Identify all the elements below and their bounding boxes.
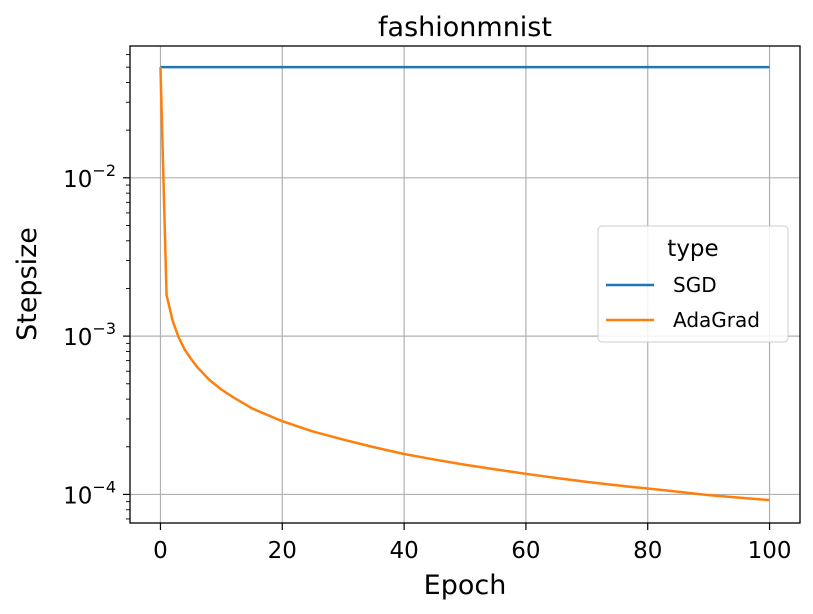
legend-box	[597, 225, 789, 343]
plot-frame	[129, 45, 801, 524]
x-tick-label: 80	[633, 538, 662, 564]
y-axis-label: Stepsize	[12, 227, 43, 341]
axis-labels: fashionmnist Epoch Stepsize	[12, 12, 552, 601]
x-tick-label: 40	[389, 538, 418, 564]
axis-ticks: 0 20 40 60 80 100 10−4 10−3 10−2	[63, 54, 792, 564]
legend: type SGD AdaGrad	[597, 225, 789, 343]
x-tick-label: 100	[748, 538, 792, 564]
x-tick-label: 60	[511, 538, 540, 564]
series-lines	[159, 65, 770, 502]
legend-label-adagrad: AdaGrad	[673, 308, 760, 332]
x-axis-label: Epoch	[424, 570, 507, 601]
x-tick-label: 20	[268, 538, 297, 564]
legend-label-sgd: SGD	[673, 273, 717, 297]
chart-title: fashionmnist	[378, 12, 552, 43]
y-tick-label: 10−4	[63, 477, 116, 509]
y-tick-label: 10−3	[63, 319, 116, 351]
x-tick-label: 0	[153, 538, 168, 564]
series-line-adagrad	[159, 67, 770, 502]
legend-title: type	[667, 236, 718, 262]
y-tick-label: 10−2	[63, 161, 116, 193]
